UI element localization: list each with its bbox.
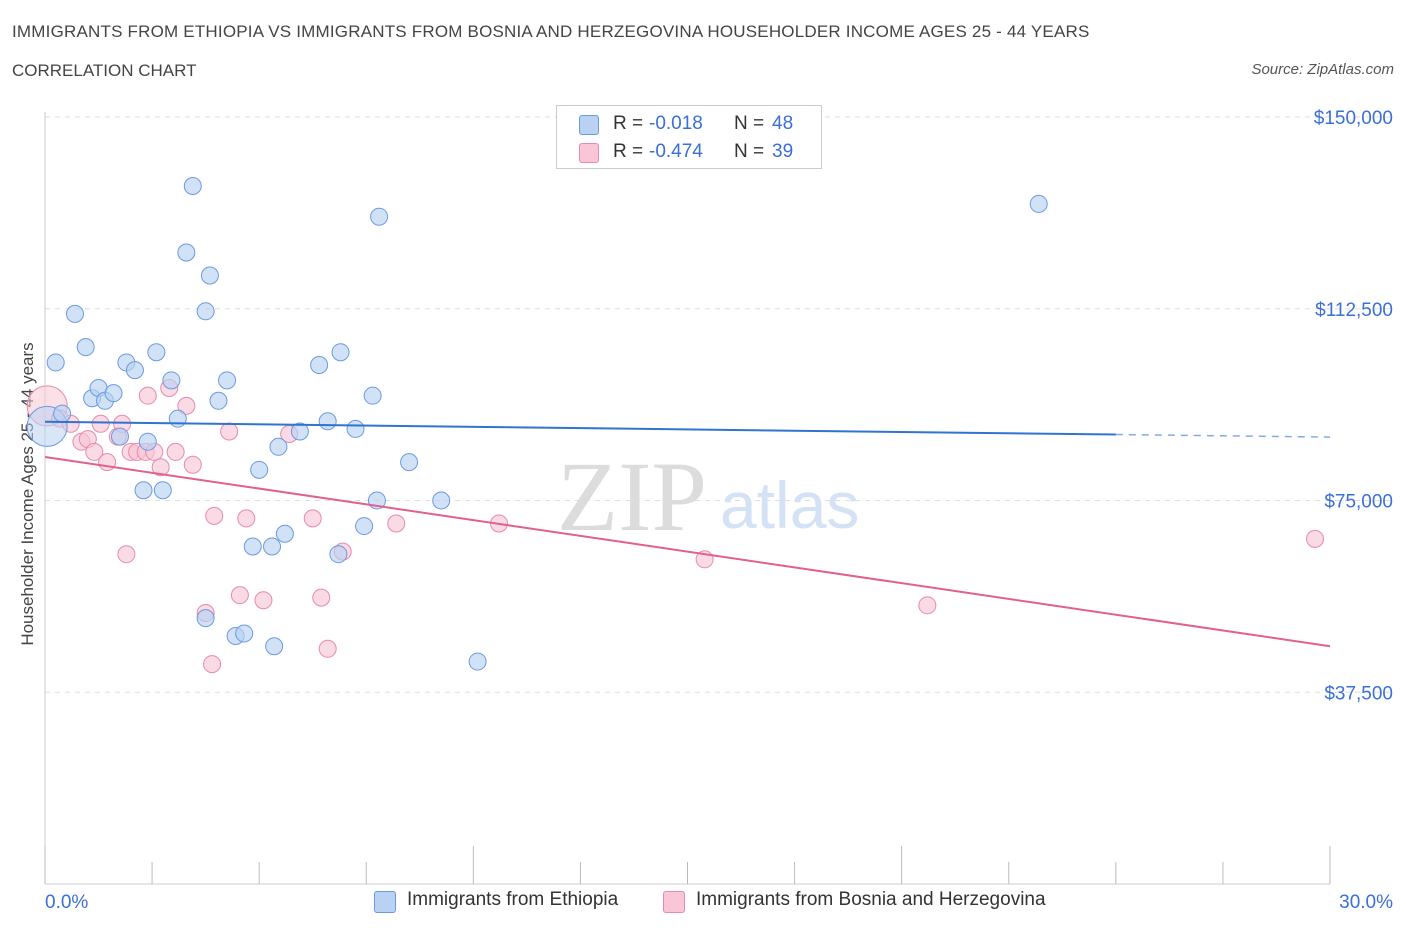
legend-r-label: R = [613,113,644,134]
data-point-ethiopia [432,491,451,510]
data-point-ethiopia [196,302,215,321]
data-point-bosnia [91,414,110,433]
data-point-ethiopia [110,427,129,446]
data-point-bosnia [117,545,136,564]
watermark-zip: ZIP [557,441,707,552]
legend-swatch-bosnia [663,891,685,913]
data-point-ethiopia [46,353,65,372]
data-point-bosnia [254,591,273,610]
data-point-ethiopia [177,243,196,262]
data-point-ethiopia [346,419,365,438]
data-point-ethiopia [265,637,284,656]
data-point-bosnia [205,506,224,525]
watermark-atlas: atlas [720,468,859,542]
data-point-ethiopia [370,207,389,226]
legend-label-ethiopia: Immigrants from Ethiopia [407,889,619,910]
data-point-bosnia [1306,529,1325,548]
legend-n-label: N = [734,141,765,162]
data-point-ethiopia [1029,194,1048,213]
data-point-ethiopia [363,386,382,405]
trend-line-ethiopia-extension [1115,433,1331,438]
correlation-legend: R = -0.018 N = 48 R = -0.474 N = 39 [556,105,822,169]
legend-swatch-ethiopia [374,891,396,913]
data-point-bosnia [183,455,202,474]
data-point-ethiopia [134,481,153,500]
ethiopia-points [26,177,1048,671]
y-tick-label: $75,000 [1324,492,1393,513]
source-label: Source: ZipAtlas.com [1251,61,1394,78]
x-tick-label: 30.0% [1339,892,1393,913]
trend-line-bosnia [44,456,1331,648]
data-point-ethiopia [269,437,288,456]
data-point-bosnia [98,453,117,472]
legend-n-value: 39 [772,141,794,162]
data-point-ethiopia [275,524,294,543]
axes [44,112,1331,885]
data-point-bosnia [387,514,406,533]
data-point-ethiopia [168,409,187,428]
legend-r-label: R = [613,141,644,162]
data-point-ethiopia [65,304,84,323]
data-point-bosnia [138,386,157,405]
data-point-bosnia [203,655,222,674]
data-point-bosnia [312,588,331,607]
data-point-ethiopia [209,391,228,410]
data-point-ethiopia [243,537,262,556]
data-point-ethiopia [235,624,254,643]
data-point-bosnia [166,442,185,461]
data-point-ethiopia [125,361,144,380]
data-point-ethiopia [162,371,181,390]
data-point-ethiopia [329,545,348,564]
tick-labels: $37,500 $75,000 $112,500 $150,000 0.0% 30.0% [45,108,1393,913]
data-point-ethiopia [147,343,166,362]
y-tick-label: $150,000 [1314,108,1393,129]
data-point-bosnia [151,458,170,477]
data-point-ethiopia [318,412,337,431]
data-point-bosnia [918,596,937,615]
data-point-ethiopia [183,177,202,196]
data-point-bosnia [220,422,239,441]
trend-lines [44,420,1331,648]
data-point-ethiopia [400,453,419,472]
data-point-ethiopia [104,384,123,403]
data-point-ethiopia [218,371,237,390]
legend-n-label: N = [734,113,765,134]
data-point-ethiopia [196,609,215,628]
watermark: ZIP atlas [557,441,859,552]
legend-n-value: 48 [772,113,794,134]
data-point-ethiopia [76,338,95,357]
data-point-bosnia [318,639,337,658]
chart-title: IMMIGRANTS FROM ETHIOPIA VS IMMIGRANTS F… [12,22,1090,41]
legend-r-value: -0.018 [649,113,703,134]
data-point-ethiopia [290,422,309,441]
data-point-ethiopia [468,652,487,671]
data-point-ethiopia [53,404,72,423]
x-tick-label: 0.0% [45,892,88,913]
y-tick-label: $112,500 [1315,300,1393,321]
data-point-ethiopia [355,517,374,536]
data-point-ethiopia [250,460,269,479]
data-point-ethiopia [331,343,350,362]
legend-r-value: -0.474 [649,141,703,162]
legend-swatch-ethiopia [579,115,599,135]
legend-label-bosnia: Immigrants from Bosnia and Herzegovina [696,889,1046,910]
data-point-bosnia [85,442,104,461]
data-point-ethiopia [153,481,172,500]
data-point-ethiopia [138,432,157,451]
y-tick-label: $37,500 [1324,683,1393,704]
data-point-ethiopia [310,355,329,374]
data-point-bosnia [303,509,322,528]
data-point-ethiopia [200,266,219,285]
data-point-bosnia [230,586,249,605]
chart-subtitle: CORRELATION CHART [12,61,197,80]
data-point-ethiopia [263,537,282,556]
data-point-bosnia [237,509,256,528]
gridlines [45,116,1392,693]
trend-line-ethiopia [44,420,1116,436]
legend-swatch-bosnia [579,143,599,163]
data-point-bosnia [177,396,196,415]
